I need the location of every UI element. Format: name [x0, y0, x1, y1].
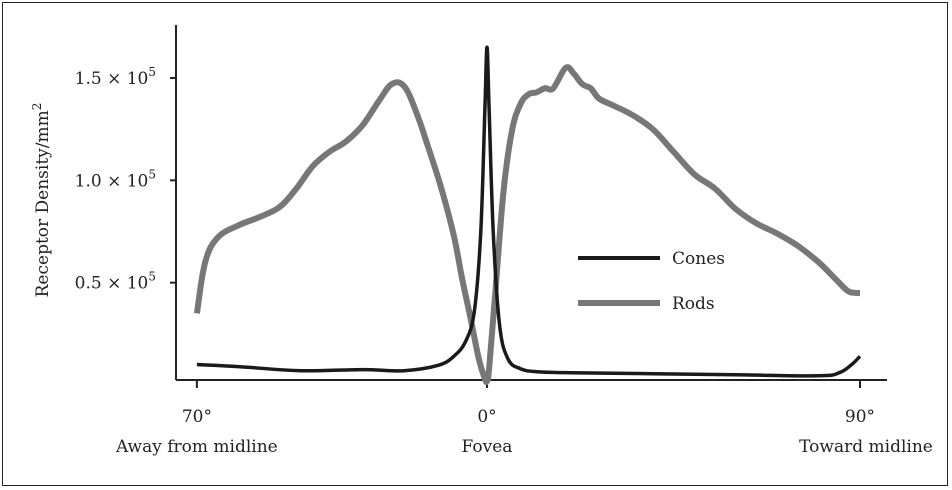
x-tick-sublabel: Fovea — [462, 437, 513, 457]
y-axis-label-superscript: 2 — [30, 103, 44, 111]
y-tick-label: 0.5 × 105 — [75, 270, 156, 294]
y-axis-label: Receptor Density/mm2 — [30, 103, 53, 298]
x-tick-label: 70° — [182, 407, 212, 427]
legend-label-rods: Rods — [672, 294, 715, 314]
x-ticks: 70° Away from midline 0° Fovea 90° Toward mid… — [115, 380, 933, 457]
y-tick-label: 1.5 × 105 — [75, 65, 156, 89]
series-line-cones — [196, 45, 862, 378]
y-axis-label-text: Receptor Density/mm — [33, 110, 53, 297]
x-tick-label: 0° — [477, 407, 496, 427]
series-line-rods — [193, 64, 861, 386]
x-tick-label: 90° — [845, 407, 875, 427]
legend: Cones Rods — [578, 249, 725, 314]
legend-label-cones: Cones — [672, 249, 725, 269]
series-layer — [193, 45, 862, 386]
y-ticks: 0.5 × 105 1.0 × 105 1.5 × 105 — [75, 65, 176, 294]
x-tick-sublabel: Away from midline — [115, 437, 278, 457]
y-tick-label: 1.0 × 105 — [75, 167, 156, 191]
x-tick-sublabel: Toward midline — [799, 437, 933, 457]
